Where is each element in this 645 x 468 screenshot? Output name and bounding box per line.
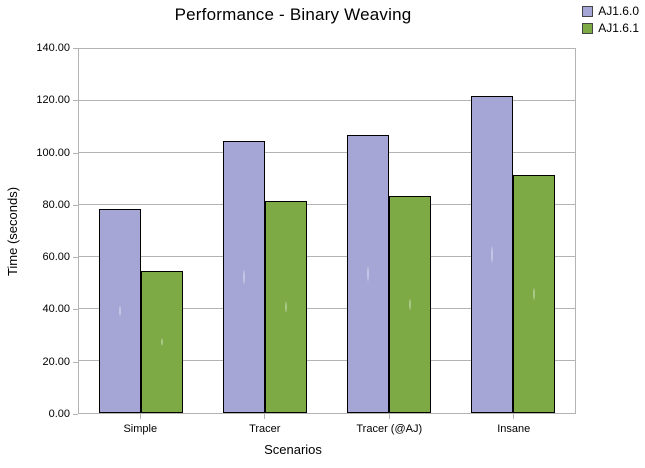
bar-group	[327, 49, 451, 413]
x-category: Insane	[452, 414, 577, 435]
bar-group	[451, 49, 575, 413]
legend-label: AJ1.6.1	[598, 21, 639, 35]
y-axis-title: Time (seconds)	[4, 48, 22, 414]
bar-group	[79, 49, 203, 413]
x-tick-label: Simple	[123, 423, 158, 435]
bars	[79, 49, 575, 413]
x-axis: Simple Tracer Tracer (@AJ) Insane	[78, 414, 576, 435]
bar	[141, 271, 183, 413]
x-category: Tracer (@AJ)	[327, 414, 452, 435]
bar	[99, 208, 141, 413]
x-tick-mark	[388, 414, 390, 419]
legend-swatch-icon	[582, 5, 594, 17]
gridline	[79, 308, 575, 309]
gridline	[79, 360, 575, 361]
gridline	[79, 204, 575, 205]
x-tick-mark	[264, 414, 266, 419]
bar	[471, 95, 513, 413]
legend-item: AJ1.6.1	[582, 21, 639, 35]
x-tick-mark	[513, 414, 515, 419]
x-tick-mark	[139, 414, 141, 419]
bar	[389, 195, 431, 413]
bar	[347, 134, 389, 413]
bar-group	[203, 49, 327, 413]
x-tick-label: Tracer (@AJ)	[356, 423, 423, 435]
gridline	[79, 100, 575, 101]
x-category: Tracer	[203, 414, 328, 435]
x-tick-label: Insane	[497, 423, 531, 435]
x-tick-label: Tracer	[249, 423, 281, 435]
x-category: Simple	[78, 414, 203, 435]
gridline	[79, 152, 575, 153]
bar	[513, 175, 555, 413]
legend-item: AJ1.6.0	[582, 4, 639, 18]
y-axis-title-text: Time (seconds)	[5, 186, 21, 276]
chart-title: Performance - Binary Weaving	[174, 5, 412, 24]
bar	[223, 141, 265, 413]
gridline	[79, 256, 575, 257]
gridlines	[79, 49, 575, 413]
plot-area	[78, 48, 576, 414]
legend-swatch-icon	[582, 22, 594, 34]
x-axis-title: Scenarios	[264, 442, 322, 457]
legend-label: AJ1.6.0	[598, 4, 639, 18]
legend: AJ1.6.0 AJ1.6.1	[582, 4, 639, 35]
bar	[265, 201, 307, 413]
